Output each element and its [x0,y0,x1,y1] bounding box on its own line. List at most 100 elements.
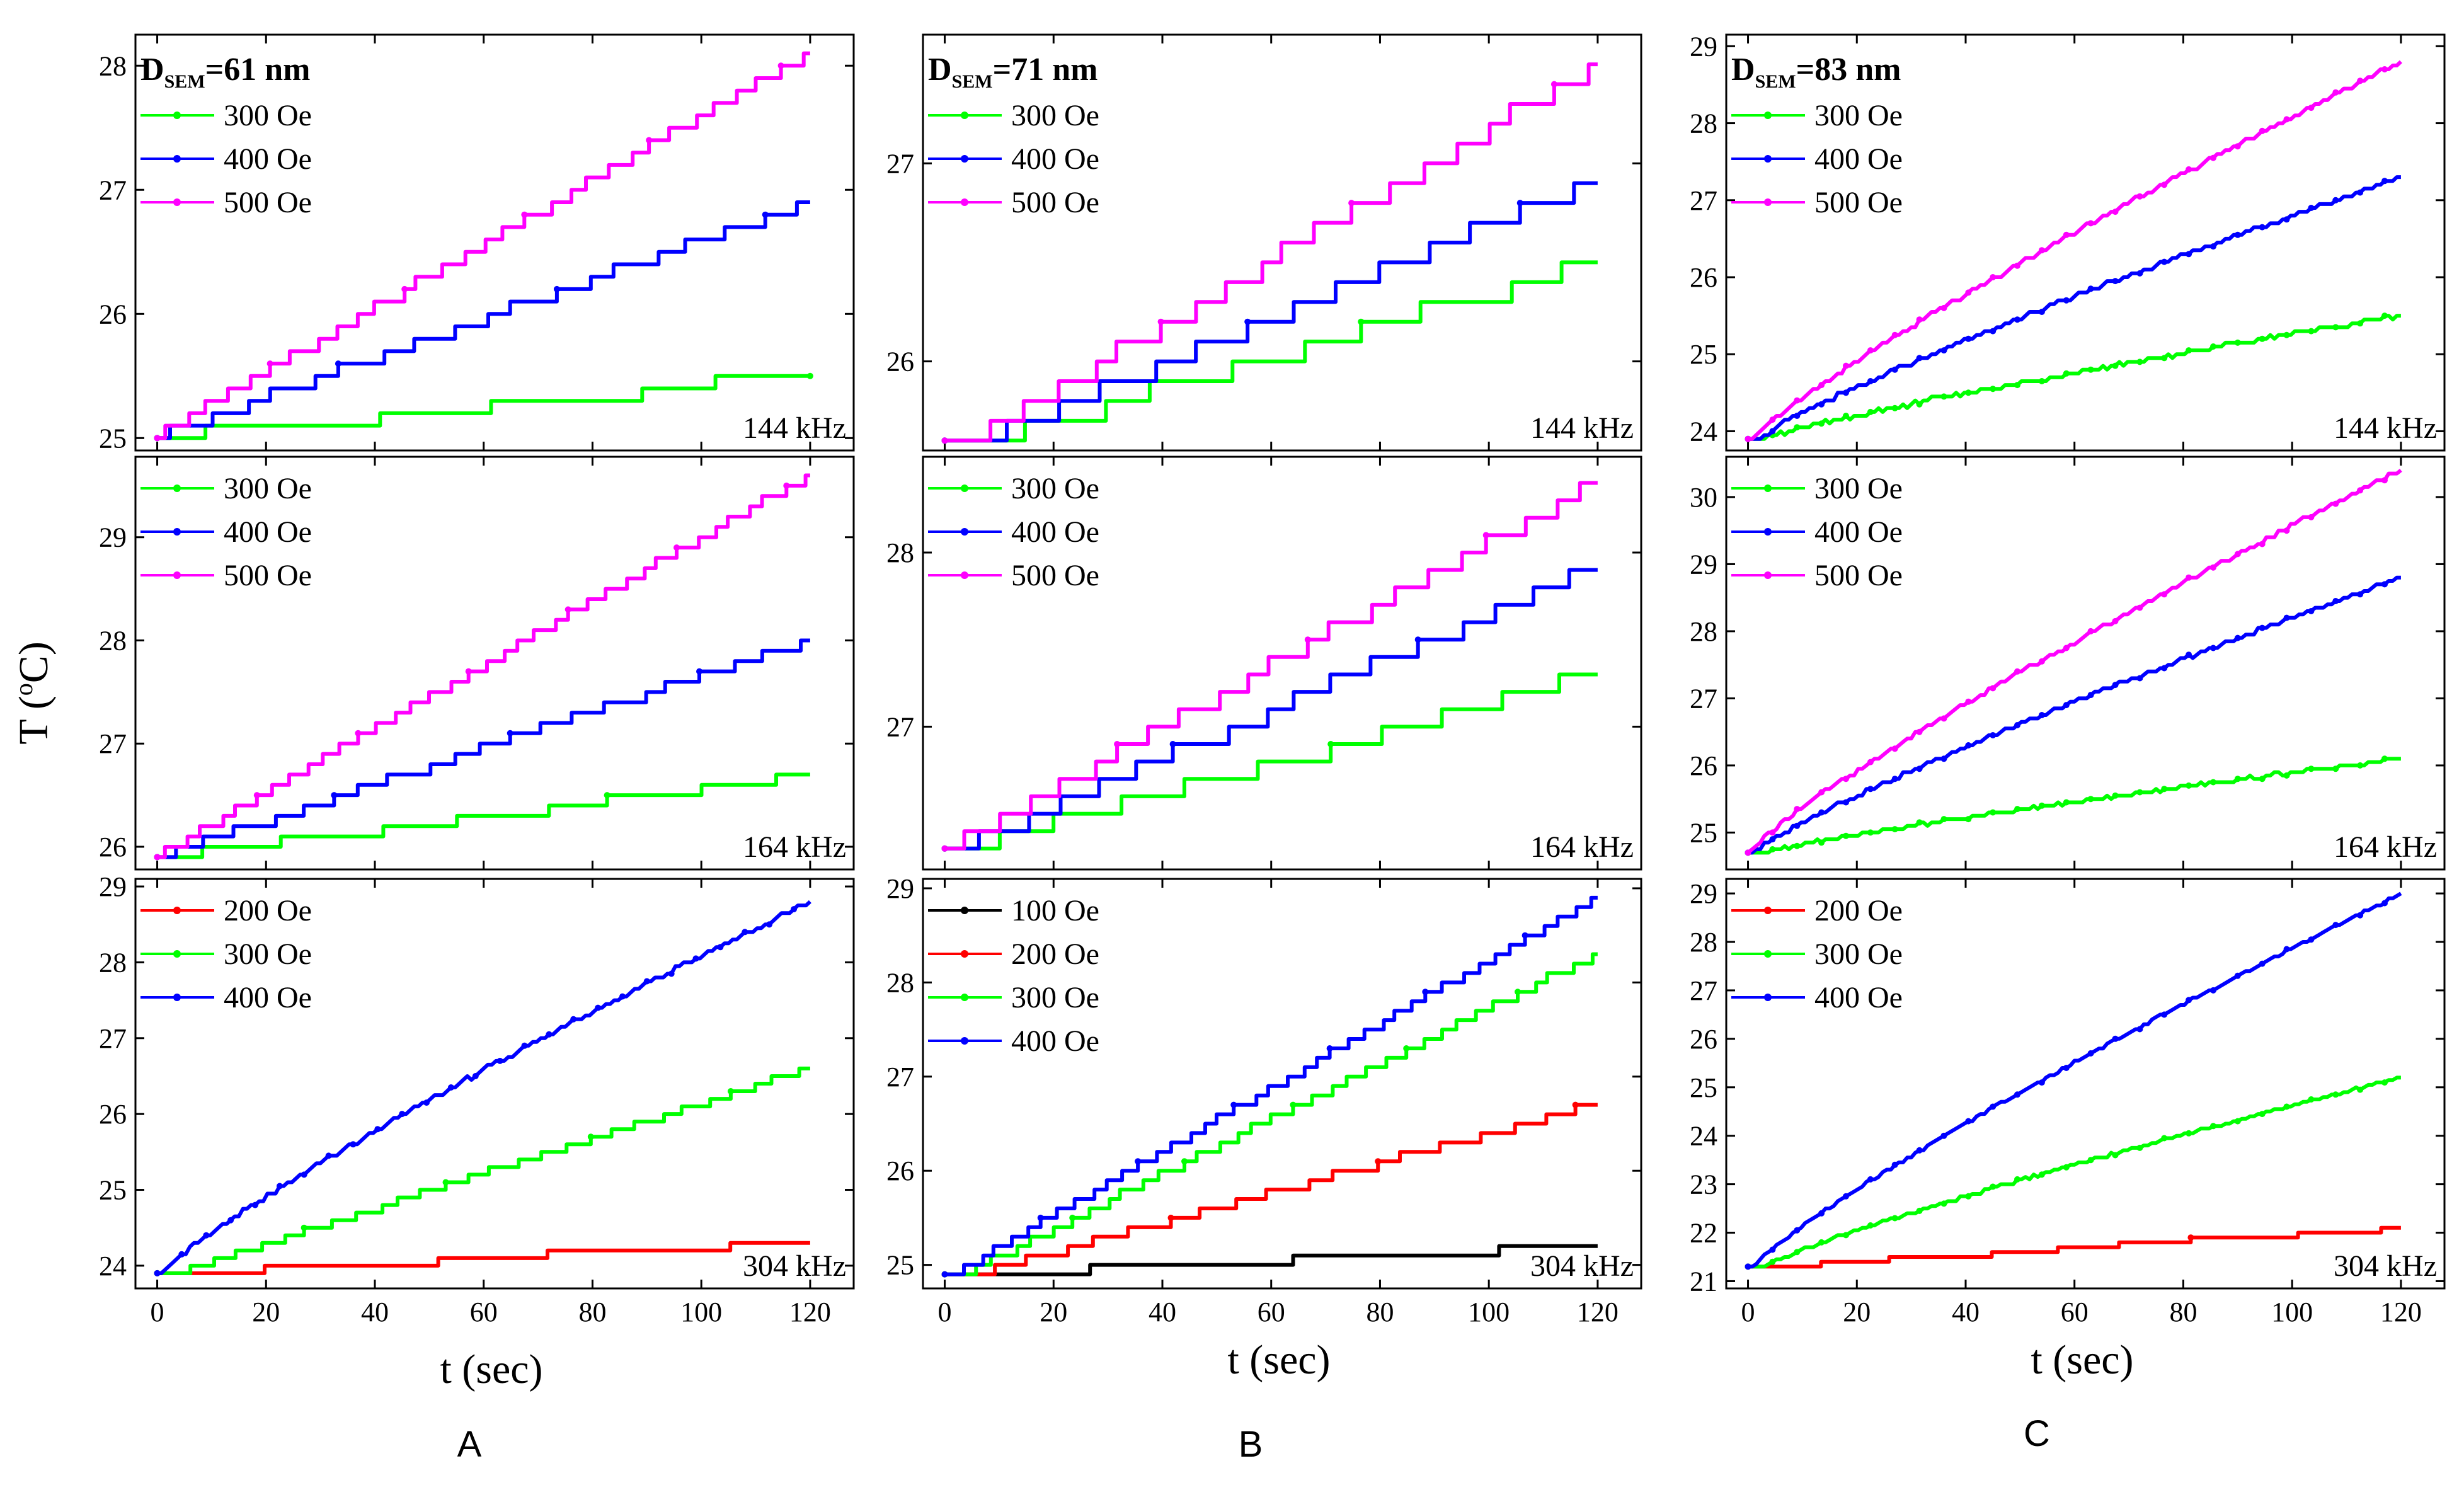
data-point [301,1171,307,1178]
series-line-100-oe [944,1244,1598,1276]
data-point [2161,258,2168,265]
data-point [1916,765,1923,772]
data-point [2112,682,2119,689]
data-point [2161,786,2168,793]
data-point [2161,1135,2168,1142]
data-point [1916,728,1923,735]
data-point [941,845,948,852]
legend-entry: 300 Oe [1011,981,1099,1014]
data-point [2014,1176,2020,1183]
legend-entry: 400 Oe [1011,142,1099,176]
data-point [1916,355,1923,362]
data-point [1769,846,1776,852]
data-point [2014,1091,2020,1098]
series-line-400-oe [157,200,810,440]
data-point [762,211,769,218]
data-point [1069,1214,1076,1221]
data-point [2283,331,2290,338]
legend-marker [961,528,968,536]
y-tick-label: 27 [886,148,914,179]
data-point [2014,316,2020,323]
data-point [1375,1158,1382,1165]
data-point [2186,166,2192,173]
series-line-300-oe [157,772,810,859]
data-point [1181,1158,1188,1165]
legend-marker [173,994,181,1001]
data-point [2283,614,2290,621]
y-tick-label: 26 [1690,750,1717,781]
data-point [643,978,650,985]
data-point [941,1271,948,1278]
panel-title: DSEM=71 nm [928,52,1097,92]
y-tick-label: 27 [886,711,914,742]
data-point [2283,946,2290,953]
panel-title: DSEM=61 nm [140,52,310,92]
data-point [2308,936,2315,943]
data-point [2332,1091,2339,1098]
data-point [2308,1096,2315,1103]
legend-marker [173,484,181,492]
data-point [1916,819,1923,826]
data-point [1818,401,1825,408]
data-point [1891,826,1898,833]
data-point [1157,318,1164,325]
series-line-400-oe [157,900,811,1275]
data-point [1843,832,1849,839]
data-point [2234,1118,2241,1125]
series-line-300-oe [944,672,1598,851]
data-point [253,792,260,799]
legend-entry: 400 Oe [1011,515,1099,549]
x-tick-label: 60 [470,1297,498,1327]
data-point [266,360,273,367]
data-point [1794,424,1801,431]
data-point [2357,189,2364,196]
data-point [1358,318,1365,325]
data-point [2381,477,2388,484]
data-point [673,544,680,551]
x-tick-label: 80 [1366,1297,1394,1327]
data-point [1244,318,1251,325]
data-point [1940,715,1947,722]
data-point [1818,809,1825,816]
panel-a-3: 24 25 26 27 28 29 0 20 40 60 80 100 120 200 Oe 300 Oe 4… [99,871,855,1327]
data-point [154,1270,161,1276]
data-point [1326,1045,1333,1052]
y-tick-label: 28 [99,50,127,81]
legend-marker [173,950,181,958]
series-line-300-oe [157,1066,810,1275]
data-point [2014,806,2020,813]
data-point [1818,1239,1825,1246]
x-tick-label: 100 [680,1297,722,1327]
y-tick-label: 24 [1690,416,1717,447]
frequency-label: 304 kHz [1530,1249,1634,1283]
data-point [2186,251,2192,258]
data-point [1290,1101,1297,1108]
data-point [2063,1164,2070,1171]
data-point [1843,389,1849,396]
y-tick-label: 25 [99,423,127,454]
x-tick-label: 0 [1741,1297,1755,1327]
y-tick-label: 25 [1690,339,1717,370]
data-point [1965,816,1972,823]
data-point [570,1016,577,1023]
data-point [2136,1144,2143,1151]
data-point [465,668,472,675]
data-point [2332,598,2339,604]
legend-marker [1764,528,1772,536]
data-point [1167,1214,1174,1221]
y-tick-label: 26 [886,347,914,377]
legend-entry: 300 Oe [1814,937,1903,971]
legend-marker [173,571,181,579]
data-point [1867,347,1874,354]
data-point [442,1179,449,1186]
data-point [2038,1079,2045,1086]
legend-marker [961,571,968,579]
y-tick-label: 26 [886,1155,914,1186]
series-line-300-oe [944,952,1598,1276]
series-line-400-oe [1748,575,2401,855]
data-point [2112,209,2119,215]
series-line-200-oe [1748,1225,2401,1269]
y-tick-label: 29 [1690,31,1717,62]
series-line-500-oe [944,62,1598,443]
data-point [401,285,408,292]
